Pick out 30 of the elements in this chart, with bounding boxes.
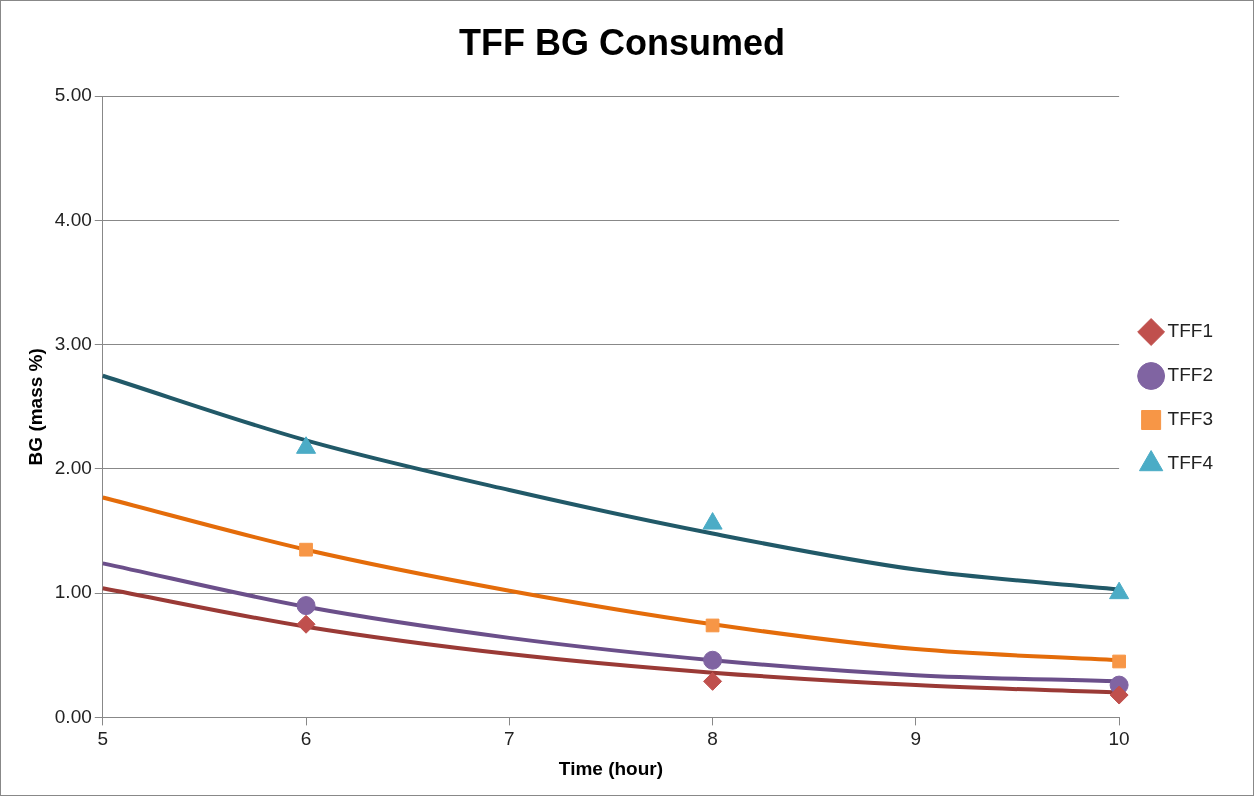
y-tick-label: 3.00 (54, 332, 92, 354)
x-tick-label: 6 (300, 728, 312, 750)
point (296, 436, 317, 454)
point (1109, 581, 1130, 600)
y-tick-label: 1.00 (54, 581, 92, 603)
y-axis-title: BG (mass %) (24, 348, 46, 466)
legend-label: TFF3 (1167, 408, 1214, 430)
y-tick-label: 0.00 (54, 705, 92, 727)
legend-label: TFF4 (1167, 452, 1214, 474)
point (702, 512, 723, 530)
y-tick-label: 5.00 (54, 84, 92, 106)
point (1112, 654, 1126, 669)
legend-label: TFF2 (1167, 364, 1214, 386)
x-tick-label: 9 (910, 728, 922, 750)
x-tick-label: 7 (504, 728, 515, 750)
point (703, 650, 723, 670)
chart-title: TFF BG Consumed (459, 21, 785, 63)
x-tick-label: 8 (707, 728, 718, 750)
y-tick-label: 2.00 (54, 457, 92, 479)
legend-label: TFF1 (1167, 320, 1214, 342)
point (1109, 685, 1129, 705)
y-tick-label: 4.00 (54, 208, 92, 230)
x-tick-label: 10 (1108, 728, 1130, 750)
x-tick-label: 5 (97, 728, 109, 750)
point (296, 596, 316, 616)
point (703, 671, 723, 691)
point (705, 618, 720, 633)
point (299, 542, 313, 557)
x-axis-title: Time (hour) (558, 757, 664, 779)
point (296, 614, 316, 634)
